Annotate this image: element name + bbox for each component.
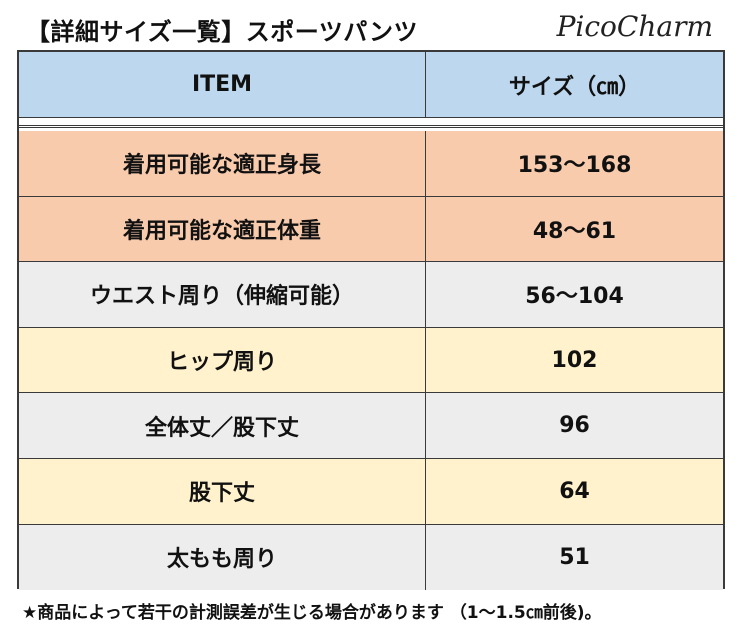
table-row: 太もも周り 51 [19, 524, 723, 591]
row-size-value: 96 [559, 413, 590, 439]
row-item-label: 着用可能な適正身長 [19, 131, 426, 196]
row-size-value: 48～61 [532, 218, 617, 244]
table-row: 着用可能な適正身長 153～168 [19, 131, 723, 197]
row-item-label: 全体丈／股下丈 [19, 393, 426, 458]
table-row: 全体丈／股下丈 96 [19, 393, 723, 459]
brand-logo: PicoCharm [556, 10, 713, 43]
page-title: 【詳細サイズ一覧】スポーツパンツ [26, 18, 418, 46]
row-item-label: 太もも周り [19, 524, 426, 591]
size-table: ITEM サイズ（㎝） 着用可能な適正身長 153～168 着用可能な適正体重 … [17, 50, 725, 591]
row-size-value: 102 [551, 347, 598, 373]
row-size-value: 56～104 [525, 284, 624, 310]
row-item-label: ヒップ周り [19, 327, 426, 393]
row-size-value: 64 [559, 478, 590, 504]
row-item-label: 股下丈 [19, 459, 426, 524]
column-header-size: サイズ（㎝） [508, 74, 641, 100]
table-row: ヒップ周り 102 [19, 327, 723, 394]
row-size-value: 153～168 [517, 153, 632, 179]
row-size-value: 51 [559, 544, 590, 570]
table-row: 着用可能な適正体重 48～61 [19, 196, 723, 263]
page-header: 【詳細サイズ一覧】スポーツパンツ PicoCharm [0, 0, 741, 48]
table-row: 股下丈 64 [19, 459, 723, 525]
footnote: ★商品によって若干の計測誤差が生じる場合があります （1～1.5㎝前後)。 [22, 603, 602, 623]
header-divider [19, 118, 723, 128]
row-item-label: 着用可能な適正体重 [19, 196, 426, 262]
column-header-item: ITEM [19, 52, 426, 117]
table-header-row: ITEM サイズ（㎝） [19, 52, 723, 118]
row-item-label: ウエスト周り（伸縮可能） [19, 262, 426, 327]
table-row: ウエスト周り（伸縮可能） 56～104 [19, 262, 723, 328]
